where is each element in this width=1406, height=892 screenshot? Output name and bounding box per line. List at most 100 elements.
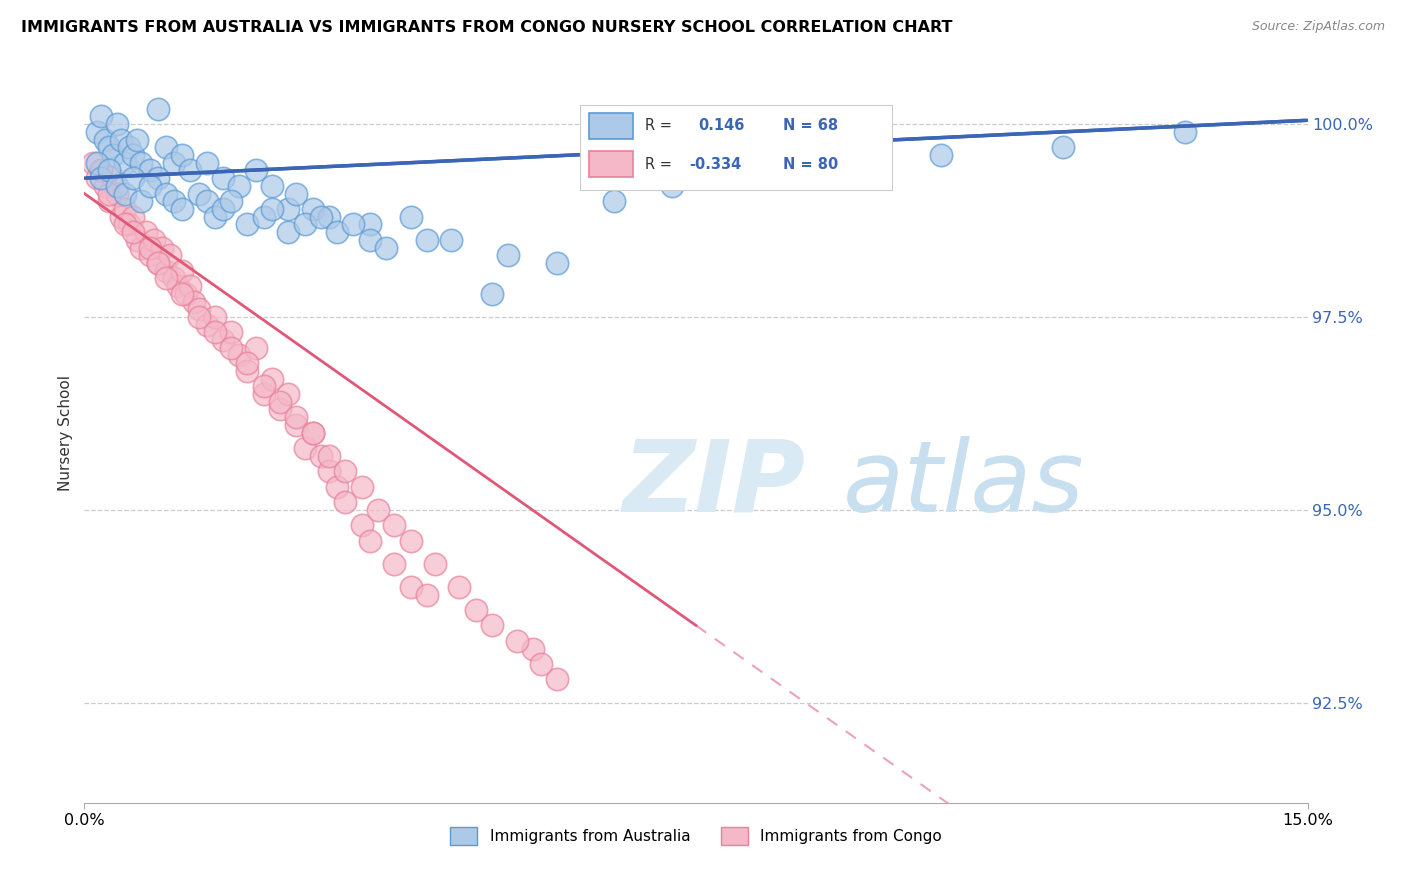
- Point: [318, 464, 340, 478]
- Point: [135, 225, 157, 239]
- Point: [603, 194, 626, 209]
- Point: [1174, 125, 1197, 139]
- Point: [661, 178, 683, 193]
- Point: [105, 117, 128, 131]
- Point: [118, 218, 141, 232]
- Point: [90, 171, 112, 186]
- Point: [179, 163, 201, 178]
- Point: [228, 349, 250, 363]
- Point: [219, 326, 242, 340]
- Point: [546, 256, 568, 270]
- Point: [114, 218, 136, 232]
- Point: [219, 194, 242, 209]
- Point: [318, 449, 340, 463]
- Point: [416, 588, 439, 602]
- Point: [260, 178, 283, 193]
- Text: atlas: atlas: [842, 436, 1084, 533]
- Point: [212, 333, 235, 347]
- Point: [131, 155, 153, 169]
- Point: [1052, 140, 1074, 154]
- Point: [86, 125, 108, 139]
- Point: [204, 310, 226, 324]
- Point: [367, 502, 389, 516]
- Point: [159, 248, 181, 262]
- Point: [253, 210, 276, 224]
- Point: [269, 402, 291, 417]
- Point: [172, 263, 194, 277]
- Point: [195, 194, 218, 209]
- Point: [326, 480, 349, 494]
- Point: [97, 163, 120, 178]
- Point: [440, 233, 463, 247]
- Point: [138, 178, 160, 193]
- Point: [382, 557, 405, 571]
- Point: [285, 410, 308, 425]
- Point: [172, 202, 194, 216]
- Point: [269, 394, 291, 409]
- Point: [204, 210, 226, 224]
- Point: [359, 218, 381, 232]
- Point: [110, 132, 132, 146]
- Point: [105, 186, 128, 201]
- Point: [97, 186, 120, 201]
- Point: [93, 132, 115, 146]
- Y-axis label: Nursery School: Nursery School: [58, 375, 73, 491]
- Point: [155, 271, 177, 285]
- Point: [481, 286, 503, 301]
- Point: [359, 533, 381, 548]
- Point: [481, 618, 503, 632]
- Point: [245, 341, 267, 355]
- Point: [228, 178, 250, 193]
- Point: [399, 580, 422, 594]
- Point: [187, 310, 209, 324]
- Point: [725, 171, 748, 186]
- Point: [172, 286, 194, 301]
- Point: [326, 225, 349, 239]
- Point: [101, 148, 124, 162]
- Point: [110, 210, 132, 224]
- Point: [449, 580, 471, 594]
- Point: [335, 464, 357, 478]
- Point: [127, 132, 149, 146]
- Point: [416, 233, 439, 247]
- Point: [122, 225, 145, 239]
- Point: [163, 194, 186, 209]
- Text: IMMIGRANTS FROM AUSTRALIA VS IMMIGRANTS FROM CONGO NURSERY SCHOOL CORRELATION CH: IMMIGRANTS FROM AUSTRALIA VS IMMIGRANTS …: [21, 20, 953, 35]
- Point: [294, 218, 316, 232]
- Point: [163, 271, 186, 285]
- Point: [105, 178, 128, 193]
- Point: [86, 155, 108, 169]
- Point: [167, 279, 190, 293]
- Point: [219, 341, 242, 355]
- Point: [97, 140, 120, 154]
- Point: [929, 148, 952, 162]
- Text: Source: ZipAtlas.com: Source: ZipAtlas.com: [1251, 20, 1385, 33]
- Point: [236, 356, 259, 370]
- Point: [90, 110, 112, 124]
- Point: [195, 155, 218, 169]
- Point: [399, 210, 422, 224]
- Point: [277, 202, 299, 216]
- Point: [138, 240, 160, 254]
- Point: [118, 140, 141, 154]
- Point: [277, 225, 299, 239]
- Point: [179, 279, 201, 293]
- Point: [301, 425, 323, 440]
- Point: [382, 518, 405, 533]
- Point: [122, 148, 145, 162]
- Point: [359, 233, 381, 247]
- Point: [155, 140, 177, 154]
- Point: [127, 233, 149, 247]
- Point: [309, 210, 332, 224]
- Point: [350, 480, 373, 494]
- Point: [150, 240, 173, 254]
- Point: [172, 148, 194, 162]
- Point: [399, 533, 422, 548]
- Point: [285, 186, 308, 201]
- Point: [236, 364, 259, 378]
- Point: [101, 171, 124, 186]
- Point: [546, 673, 568, 687]
- Point: [131, 240, 153, 254]
- Point: [90, 163, 112, 178]
- Point: [138, 248, 160, 262]
